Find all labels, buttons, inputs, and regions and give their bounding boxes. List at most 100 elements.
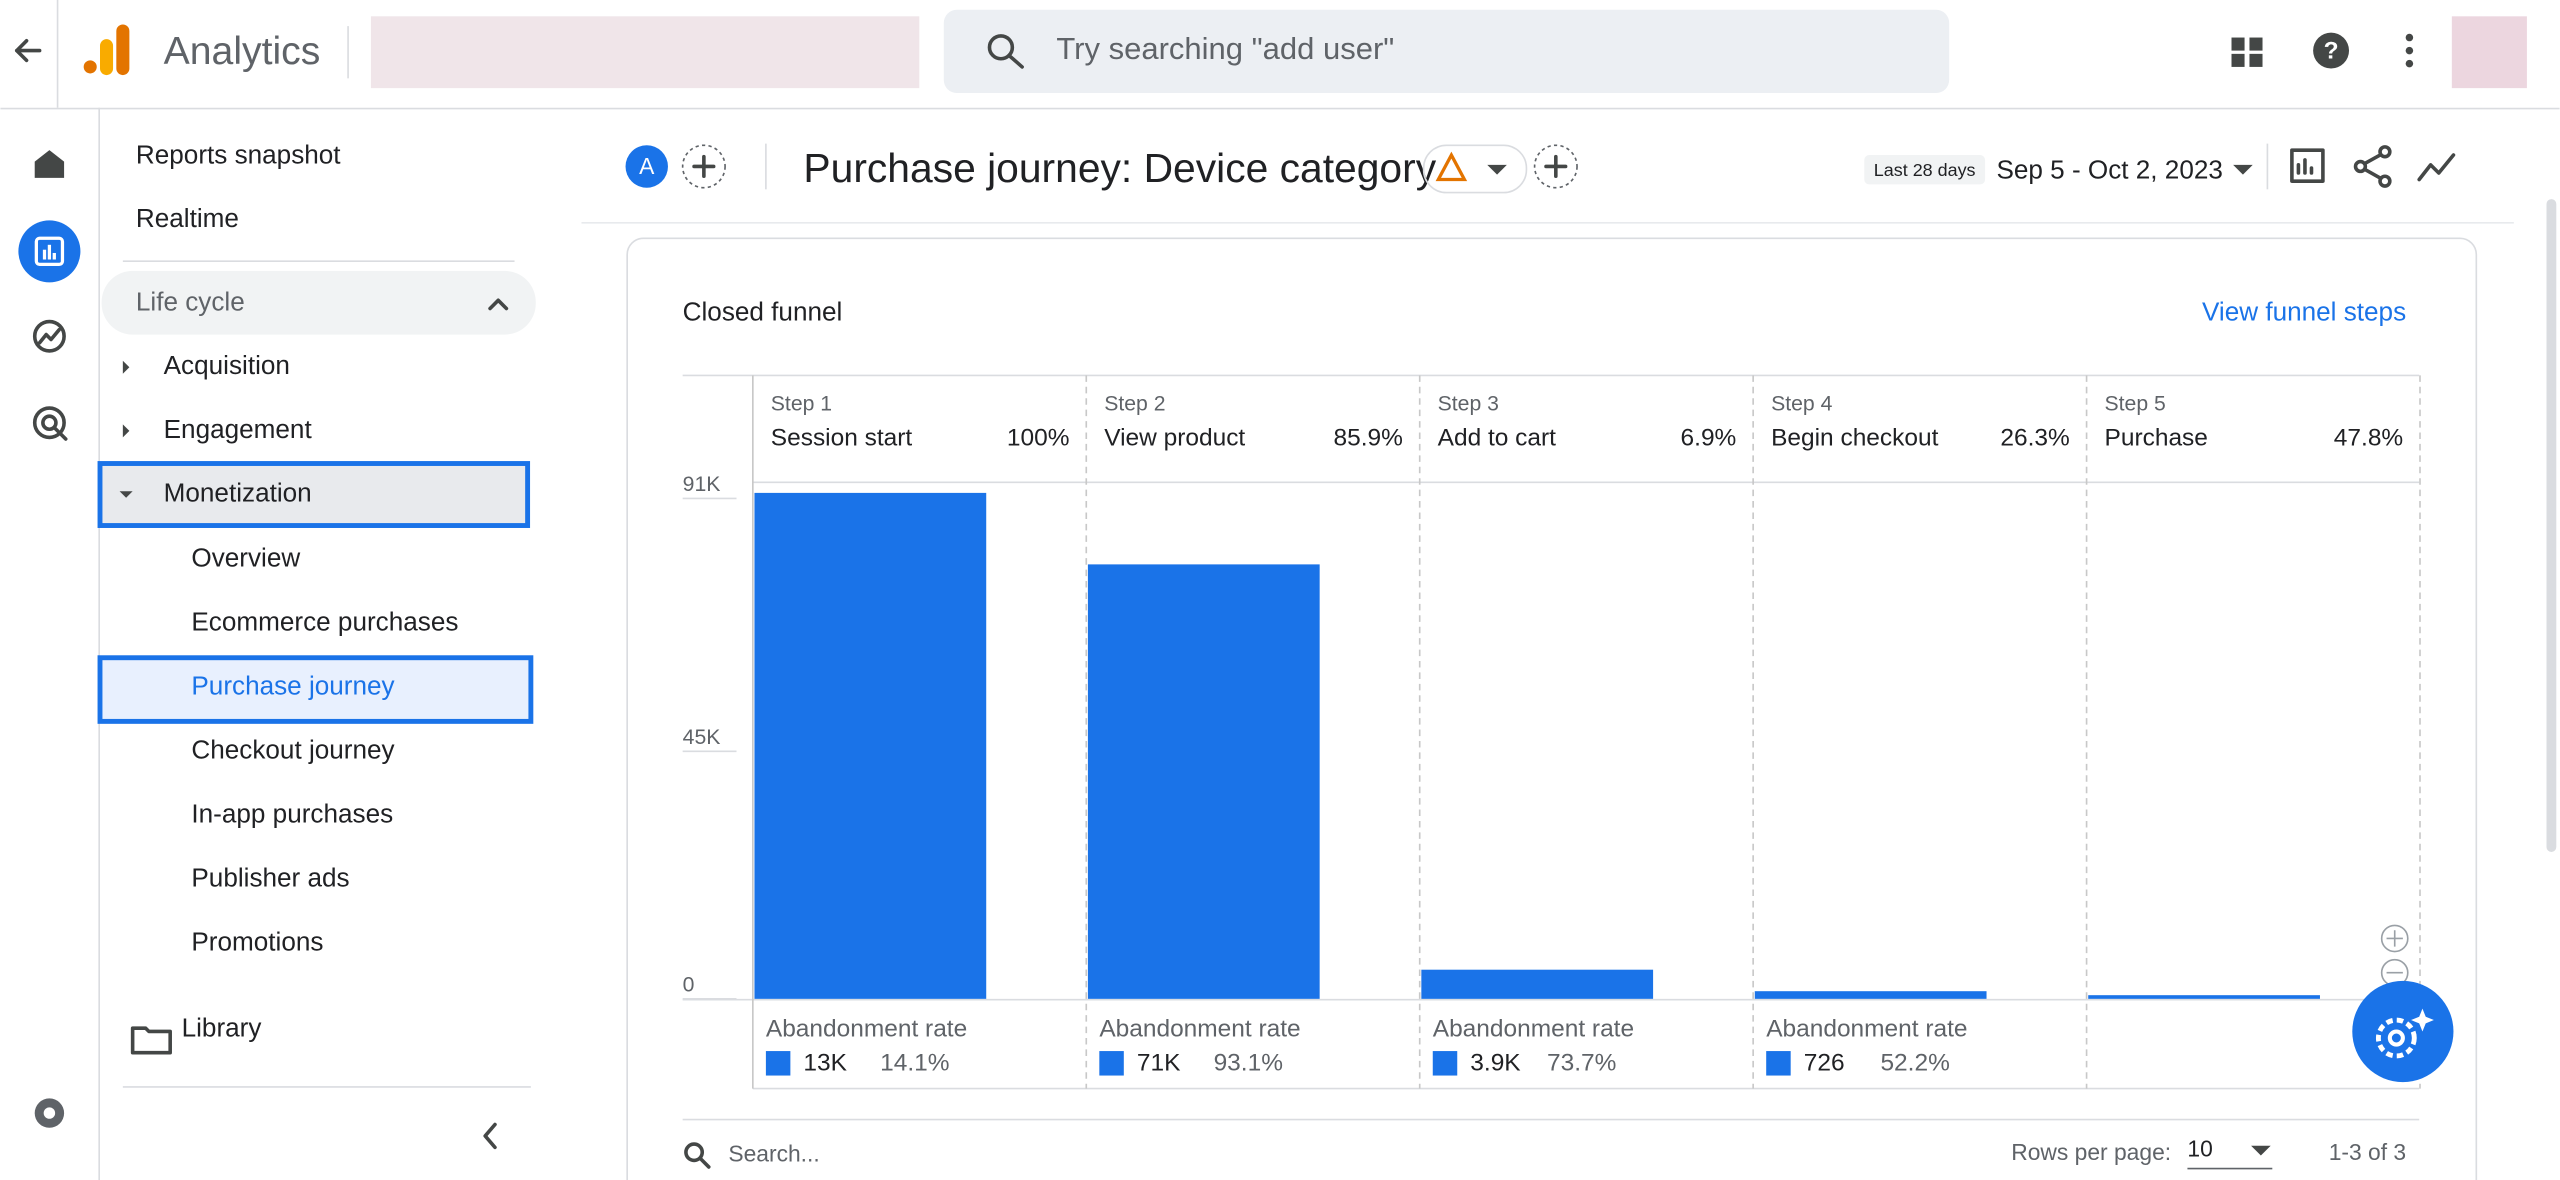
home-icon[interactable] xyxy=(34,150,65,178)
date-range[interactable]: Sep 5 - Oct 2, 2023 xyxy=(1996,154,2222,184)
abandonment-rate: 52.2% xyxy=(1880,1050,1949,1077)
expand-arrow xyxy=(119,491,133,498)
y-tick-label: 91K xyxy=(683,473,721,496)
analytics-logo xyxy=(83,24,130,76)
funnel-chart: 0 45K 91K Step 1 Session start 100% Abandonmen… xyxy=(683,374,2421,1090)
abandonment-rate: 14.1% xyxy=(880,1050,949,1077)
card-title: Closed funnel xyxy=(683,296,843,326)
app-name: Analytics xyxy=(164,30,321,73)
abandonment-swatch xyxy=(1766,1051,1791,1076)
completion-rate: 26.3% xyxy=(2000,425,2069,452)
comparison-letter: A xyxy=(639,153,655,179)
y-tick-label: 0 xyxy=(683,973,695,996)
table-search-icon xyxy=(684,1142,711,1169)
collapse-nav[interactable] xyxy=(483,1122,497,1150)
nav-subitem[interactable]: Ecommerce purchases xyxy=(191,607,458,637)
abandonment-title: Abandonment rate xyxy=(1099,1015,1300,1042)
advertising-icon[interactable] xyxy=(32,406,68,441)
folder-icon xyxy=(130,1026,172,1055)
insights-icon[interactable] xyxy=(2417,153,2456,182)
view-funnel-steps[interactable]: View funnel steps xyxy=(2202,296,2406,326)
add-comparison[interactable] xyxy=(681,144,726,189)
step-label: Step 5 xyxy=(2105,392,2166,415)
search-icon xyxy=(987,34,1024,69)
nav-subitem[interactable]: Purchase journey xyxy=(191,671,394,701)
step-label: Step 1 xyxy=(771,392,832,415)
completion-rate: 85.9% xyxy=(1334,425,1403,452)
rows-per-page-label: Rows per page: xyxy=(2011,1139,2171,1165)
highlight-box xyxy=(97,461,531,528)
abandonment-rate: 93.1% xyxy=(1214,1050,1283,1077)
step-name: Purchase xyxy=(2105,425,2208,452)
y-tick-label: 45K xyxy=(683,726,721,749)
section-title: Life cycle xyxy=(136,286,245,316)
abandonment-count: 3.9K xyxy=(1470,1050,1521,1077)
nav-group[interactable]: Engagement xyxy=(164,414,313,444)
date-dropdown[interactable] xyxy=(2233,164,2253,175)
collapse-section-icon[interactable] xyxy=(488,298,509,311)
bar xyxy=(754,492,987,999)
date-label-bg xyxy=(1864,155,1986,185)
abandonment-rate: 73.7% xyxy=(1547,1050,1616,1077)
explore-icon[interactable] xyxy=(32,319,66,353)
library-link[interactable]: Library xyxy=(182,1013,262,1043)
nav-group[interactable]: Acquisition xyxy=(164,350,290,380)
completion-rate: 47.8% xyxy=(2334,425,2403,452)
completion-rate: 6.9% xyxy=(1681,425,1737,452)
analytics-intelligence-fab[interactable] xyxy=(2352,980,2454,1083)
admin-icon[interactable] xyxy=(34,1098,65,1128)
search-box[interactable] xyxy=(943,9,1950,94)
nav: Life cycle Library Reports snapshot Realt… xyxy=(97,140,536,1150)
abandonment-swatch xyxy=(1432,1051,1458,1076)
step-name: Add to cart xyxy=(1438,425,1557,452)
abandonment-title: Abandonment rate xyxy=(1433,1015,1634,1042)
comparison-chip[interactable] xyxy=(625,145,668,188)
rows-dropdown[interactable] xyxy=(2251,1145,2271,1156)
bar xyxy=(1754,991,1987,999)
warning-chip[interactable] xyxy=(1422,144,1528,194)
expand-arrow xyxy=(122,424,130,438)
share-icon[interactable] xyxy=(2353,145,2392,188)
more-icon[interactable] xyxy=(2405,33,2414,68)
step-label: Step 4 xyxy=(1771,392,1833,415)
scrollbar[interactable] xyxy=(2546,199,2557,852)
highlight-box xyxy=(97,655,534,724)
nav-subitem[interactable]: Checkout journey xyxy=(191,735,394,765)
abandonment-title: Abandonment rate xyxy=(1766,1015,1967,1042)
reports-glyph xyxy=(34,236,65,267)
nav-subitem[interactable]: Publisher ads xyxy=(191,863,349,893)
account-selector-blurred[interactable] xyxy=(370,16,920,89)
apps-icon[interactable] xyxy=(2231,37,2263,67)
nav-item[interactable]: Realtime xyxy=(136,203,239,233)
dropdown-arrow xyxy=(1487,164,1507,175)
rows-per-page-value[interactable]: 10 xyxy=(2187,1136,2212,1162)
help-icon[interactable]: ? xyxy=(2313,32,2350,69)
nav-subitem[interactable]: Overview xyxy=(191,543,300,573)
report-title: Purchase journey: Device category xyxy=(803,145,1436,191)
nav-item[interactable]: Reports snapshot xyxy=(136,140,341,170)
step-name: Begin checkout xyxy=(1771,425,1939,452)
abandonment-swatch xyxy=(1099,1051,1124,1076)
customize-icon[interactable] xyxy=(2290,148,2325,183)
section-header[interactable] xyxy=(101,270,536,335)
nav-subitem[interactable]: Promotions xyxy=(191,927,323,957)
subitem-selected-bg xyxy=(100,657,531,722)
step-label: Step 2 xyxy=(1104,392,1165,415)
nav-group[interactable]: Monetization xyxy=(164,477,312,507)
abandonment-title: Abandonment rate xyxy=(766,1015,967,1042)
profile-avatar-blurred[interactable] xyxy=(2451,16,2527,89)
pagination-range: 1-3 of 3 xyxy=(2329,1139,2406,1165)
add-filter[interactable] xyxy=(1533,144,1578,189)
expand-arrow xyxy=(122,360,130,374)
date-label: Last 28 days xyxy=(1874,160,1976,180)
table-search[interactable]: Search... xyxy=(728,1141,819,1167)
warning-icon xyxy=(1435,151,1468,182)
step-name: Session start xyxy=(771,425,913,452)
back-button[interactable] xyxy=(14,39,42,63)
nav-subitem[interactable]: In-app purchases xyxy=(191,799,393,829)
abandonment-count: 13K xyxy=(803,1050,847,1077)
search-placeholder: Try searching "add user" xyxy=(1056,31,1394,66)
step-name: View product xyxy=(1104,425,1245,452)
fab-icon xyxy=(2375,1008,2434,1059)
